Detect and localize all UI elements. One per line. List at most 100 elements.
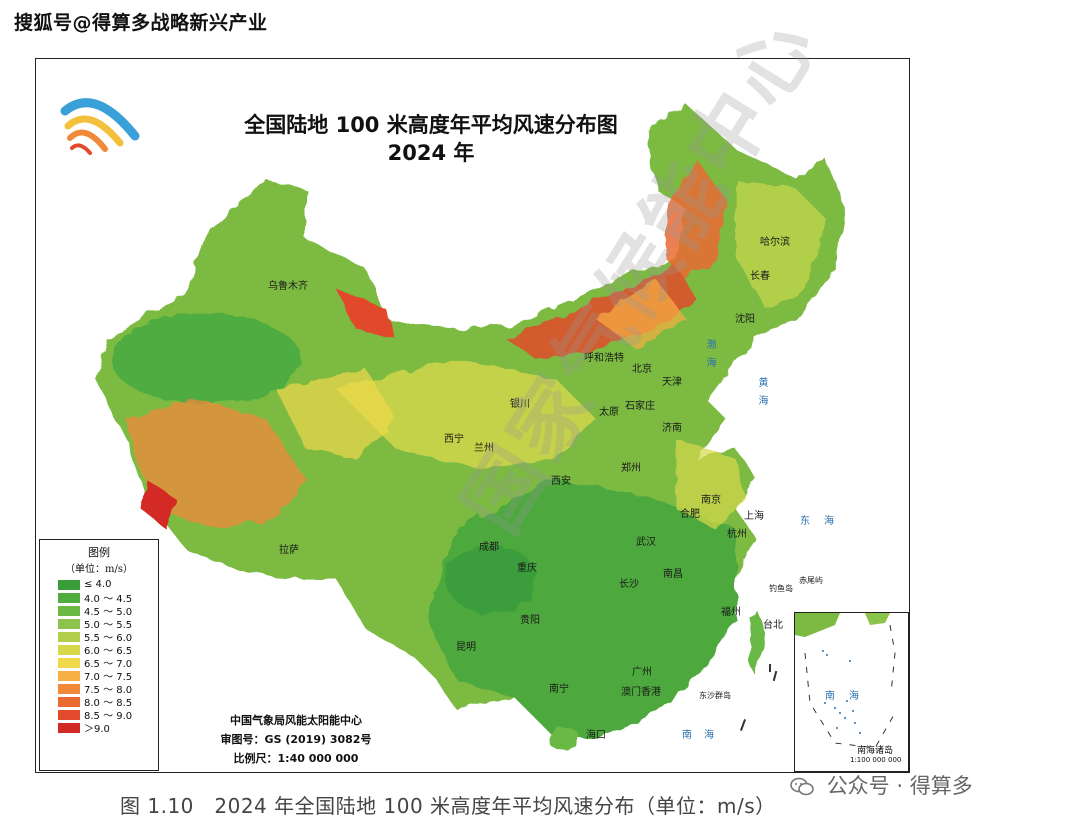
- city-label-lhasa: 拉萨: [279, 545, 299, 556]
- sichuan-basin: [446, 544, 536, 614]
- city-label-lanzhou: 兰州: [474, 443, 494, 454]
- legend-swatch: [58, 657, 80, 668]
- legend-label: 6.5 ～ 7.0: [84, 659, 133, 670]
- legend-item: ≤ 4.0: [58, 578, 158, 591]
- legend-swatch: [58, 644, 80, 655]
- legend-label: 7.0 ～ 7.5: [84, 672, 133, 683]
- legend-swatch: [58, 709, 80, 720]
- legend-item: ＞9.0: [58, 721, 158, 735]
- inner-mongolia-orange: [596, 279, 686, 349]
- legend-rows: ≤ 4.0 4.0 ～ 4.5 4.5 ～ 5.0 5.0 ～ 5.5 5.5 ～ 6.…: [40, 578, 158, 735]
- legend-swatch: [58, 631, 80, 642]
- legend-item: 5.0 ～ 5.5: [58, 617, 158, 631]
- wechat-watermark: 公众号 · 得算多: [790, 770, 973, 800]
- city-label-diaoyu: 钓鱼岛: [769, 584, 793, 593]
- city-label-shanghai: 上海: [744, 511, 764, 522]
- map-frame: 全国陆地 100 米高度年平均风速分布图 2024 年 乌鲁木齐 呼和浩特 北京…: [35, 58, 910, 773]
- map-title: 全国陆地 100 米高度年平均风速分布图 2024 年: [196, 111, 666, 167]
- legend-unit: （单位：m/s）: [65, 564, 133, 575]
- sea-label-bohai: 渤海: [704, 339, 715, 375]
- legend-label: 6.0 ～ 6.5: [84, 646, 133, 657]
- city-label-harbin: 哈尔滨: [760, 237, 790, 248]
- city-label-yinchuan: 银川: [510, 399, 530, 410]
- legend-label: 5.5 ～ 6.0: [84, 633, 133, 644]
- map-title-line1: 全国陆地 100 米高度年平均风速分布图: [244, 113, 618, 137]
- inset-scale: 1:100 000 000: [850, 756, 902, 764]
- cma-logo: [60, 98, 140, 155]
- map-title-line2: 2024 年: [387, 141, 475, 165]
- credits-review-no: 审图号：GS (2019) 3082号: [220, 733, 372, 746]
- legend-label: 7.5 ～ 8.0: [84, 685, 133, 696]
- northeast-high-wind: [666, 159, 726, 279]
- legend-item: 4.0 ～ 4.5: [58, 591, 158, 605]
- credits-org: 中国气象局风能太阳能中心: [230, 714, 362, 727]
- city-label-xian: 西安: [551, 476, 571, 487]
- china-wind-map: [96, 104, 846, 751]
- xinjiang-high-wind: [336, 289, 396, 339]
- city-label-shenyang: 沈阳: [735, 314, 755, 325]
- legend-swatch: [58, 670, 80, 681]
- legend-swatch: [58, 696, 80, 707]
- legend-item: 4.5 ～ 5.0: [58, 604, 158, 618]
- legend-item: 8.0 ～ 8.5: [58, 695, 158, 709]
- legend-swatch: [58, 592, 80, 603]
- city-label-xining: 西宁: [444, 434, 464, 445]
- city-label-guangzhou: 广州: [632, 667, 652, 678]
- legend-swatch: [58, 683, 80, 694]
- inset-sea-label: 南海: [825, 691, 873, 702]
- figure-caption: 图 1.10 2024 年全国陆地 100 米高度年平均风速分布（单位：m/s）: [120, 794, 776, 818]
- hainan-island: [548, 727, 580, 751]
- legend-label: 8.5 ～ 9.0: [84, 711, 133, 722]
- city-label-urumqi: 乌鲁木齐: [268, 281, 308, 292]
- city-label-nanchang: 南昌: [663, 569, 683, 580]
- source-header: 搜狐号@得算多战略新兴产业: [14, 12, 268, 34]
- city-label-taiyuan: 太原: [599, 407, 619, 418]
- city-label-hefei: 合肥: [680, 509, 700, 520]
- legend-item: 7.5 ～ 8.0: [58, 682, 158, 696]
- city-label-zhengzhou: 郑州: [621, 463, 641, 474]
- city-label-nanning: 南宁: [549, 684, 569, 695]
- south-sea-boundary-marks: [740, 664, 778, 731]
- legend-item: 6.0 ～ 6.5: [58, 643, 158, 657]
- map-credits: 中国气象局风能太阳能中心 审图号：GS (2019) 3082号 比例尺：1:4…: [196, 711, 396, 768]
- city-label-hohhot: 呼和浩特: [584, 353, 624, 364]
- legend-label: ＞9.0: [84, 724, 110, 735]
- legend-label: 4.0 ～ 4.5: [84, 594, 133, 605]
- legend-item: 8.5 ～ 9.0: [58, 708, 158, 722]
- wechat-mark-text: 公众号 · 得算多: [826, 774, 973, 798]
- city-label-haikou: 海口: [586, 730, 606, 741]
- sea-label-nanhai: 南海: [682, 730, 726, 741]
- city-label-changsha: 长沙: [619, 579, 639, 590]
- sea-label-donghai: 东海: [800, 516, 848, 527]
- city-label-chongqing: 重庆: [517, 563, 537, 574]
- city-label-macao-hk: 澳门香港: [621, 687, 661, 698]
- city-label-guiyang: 贵阳: [520, 615, 540, 626]
- inset-islands-label: 南海诸岛: [857, 746, 894, 756]
- city-label-wuhan: 武汉: [636, 537, 656, 548]
- tibet-south-high-wind: [141, 479, 176, 529]
- southeast-region: [426, 479, 736, 739]
- legend-swatch: [58, 605, 80, 616]
- legend-title: 图例: [88, 546, 110, 559]
- legend-item: 6.5 ～ 7.0: [58, 656, 158, 670]
- legend-label: 5.0 ～ 5.5: [84, 620, 133, 631]
- central-band: [336, 359, 596, 469]
- legend-swatch: [58, 618, 80, 629]
- east-coast-band: [676, 439, 746, 529]
- south-china-sea-inset: 南海 南海诸岛 1:100 000 000: [794, 612, 909, 772]
- city-label-hangzhou: 杭州: [727, 529, 747, 540]
- map-legend: 图例 （单位：m/s） ≤ 4.0 4.0 ～ 4.5 4.5 ～ 5.0 5.0 ～…: [39, 539, 159, 771]
- city-label-beijing: 北京: [632, 364, 652, 375]
- credits-scale: 比例尺：1:40 000 000: [233, 752, 359, 765]
- city-label-changchun: 长春: [750, 271, 770, 282]
- taiwan-island: [748, 614, 764, 674]
- city-label-chiwei: 赤尾屿: [799, 576, 823, 585]
- city-label-taibei: 台北: [763, 620, 783, 631]
- city-label-fuzhou: 福州: [721, 607, 741, 618]
- city-label-kunming: 昆明: [456, 642, 476, 653]
- wechat-icon: [790, 777, 814, 796]
- sea-label-huanghai: 黄海: [756, 377, 767, 413]
- city-label-shijiazhuang: 石家庄: [625, 401, 655, 412]
- legend-label: ≤ 4.0: [84, 579, 112, 590]
- legend-item: 5.5 ～ 6.0: [58, 630, 158, 644]
